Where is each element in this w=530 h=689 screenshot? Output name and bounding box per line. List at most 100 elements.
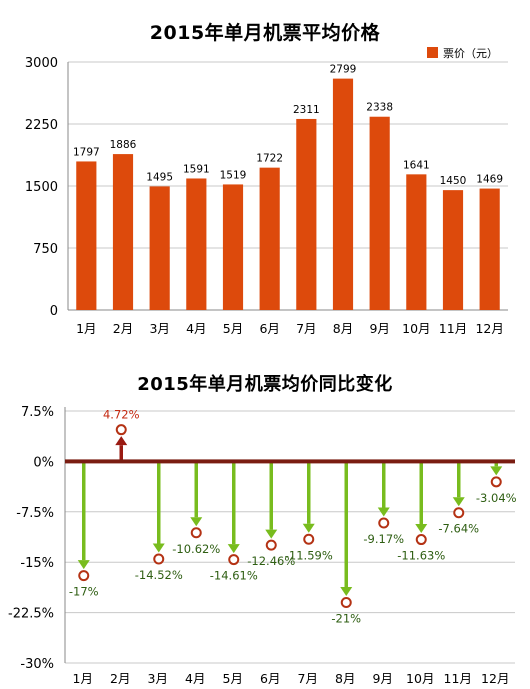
bar-value-label: 2799 — [330, 64, 357, 76]
x-tick-label: 1月 — [73, 671, 93, 686]
bar — [479, 188, 500, 310]
value-label: -11.63% — [397, 549, 445, 563]
y-tick-label: 2250 — [25, 118, 58, 133]
x-tick-label: 5月 — [223, 671, 243, 686]
x-tick-label: 11月 — [444, 671, 472, 686]
zero-baseline — [65, 459, 515, 464]
down-arrow-head — [302, 523, 315, 533]
value-marker — [415, 534, 427, 546]
change-chart-title: 2015年单月机票均价同比变化 — [137, 374, 393, 395]
down-arrow-head — [265, 529, 278, 539]
x-tick-label: 2月 — [110, 671, 130, 686]
bar-value-label: 1450 — [440, 175, 467, 187]
value-marker — [303, 533, 315, 545]
value-label: -17% — [69, 585, 99, 599]
value-label: -10.62% — [172, 542, 220, 556]
value-label: 4.72% — [103, 408, 140, 422]
x-tick-label: 8月 — [333, 321, 353, 336]
y-tick-label: -7.5% — [16, 506, 54, 521]
x-tick-label: 12月 — [475, 321, 503, 336]
down-arrow-head — [490, 466, 503, 476]
value-label: -14.52% — [135, 568, 183, 582]
value-label: -11.59% — [285, 548, 333, 562]
value-label: -7.64% — [438, 522, 479, 536]
bar — [112, 154, 134, 310]
bar-value-label: 1519 — [220, 169, 247, 181]
y-tick-label: 1500 — [25, 180, 58, 195]
value-marker — [265, 539, 277, 551]
y-tick-label: 0 — [50, 304, 58, 319]
x-tick-label: 1月 — [76, 321, 96, 336]
down-arrow-head — [77, 560, 90, 570]
value-marker — [453, 507, 465, 519]
bar — [296, 118, 317, 310]
bar-value-label: 1886 — [110, 139, 137, 151]
x-tick-label: 4月 — [185, 671, 205, 686]
bar — [332, 78, 354, 310]
y-tick-label: 7.5% — [21, 405, 54, 420]
up-arrow-head — [115, 436, 128, 446]
down-arrow-head — [152, 543, 165, 553]
bar-value-label: 1641 — [403, 159, 430, 171]
bar — [186, 178, 207, 310]
down-arrow-head — [227, 544, 240, 554]
value-marker — [153, 553, 165, 565]
x-tick-label: 11月 — [439, 321, 467, 336]
x-tick-label: 3月 — [148, 671, 168, 686]
x-tick-label: 2月 — [113, 321, 133, 336]
x-tick-label: 7月 — [296, 321, 316, 336]
value-label: -3.04% — [476, 491, 517, 505]
value-label: -21% — [331, 612, 361, 626]
x-tick-label: 12月 — [481, 671, 509, 686]
bar — [76, 161, 97, 310]
y-tick-label: 3000 — [25, 56, 58, 71]
bar-value-label: 1469 — [476, 174, 503, 186]
down-arrow-head — [452, 497, 465, 507]
x-tick-label: 9月 — [373, 671, 393, 686]
bar-value-label: 1591 — [183, 163, 210, 175]
bar — [406, 174, 427, 310]
x-tick-label: 10月 — [402, 321, 430, 336]
legend-swatch — [427, 47, 438, 58]
down-arrow-head — [415, 524, 428, 534]
bar-value-label: 2311 — [293, 104, 320, 116]
bar — [222, 184, 244, 310]
value-label: -14.61% — [210, 569, 258, 583]
y-tick-label: -30% — [20, 657, 54, 672]
bar — [259, 167, 280, 310]
x-tick-label: 8月 — [335, 671, 355, 686]
bar — [442, 190, 464, 310]
y-tick-label: -15% — [20, 556, 54, 571]
x-tick-label: 5月 — [223, 321, 243, 336]
y-tick-label: 0% — [33, 455, 54, 470]
value-marker — [115, 424, 127, 436]
value-marker — [490, 476, 502, 488]
x-tick-label: 10月 — [406, 671, 434, 686]
legend-label: 票价（元） — [443, 47, 498, 60]
bar-value-label: 1495 — [146, 171, 173, 183]
value-marker — [340, 597, 352, 609]
down-arrow-head — [190, 517, 203, 527]
bar — [369, 116, 390, 310]
down-arrow-head — [377, 507, 390, 517]
y-tick-label: -22.5% — [8, 607, 54, 622]
bar — [149, 186, 170, 310]
x-tick-label: 6月 — [260, 671, 280, 686]
bar-value-label: 1797 — [73, 146, 100, 158]
value-marker — [78, 570, 90, 582]
x-tick-label: 3月 — [149, 321, 169, 336]
value-label: -12.46% — [247, 554, 295, 568]
x-tick-label: 4月 — [186, 321, 206, 336]
bar-chart-title: 2015年单月机票平均价格 — [149, 22, 381, 44]
bar-value-label: 2338 — [366, 102, 393, 114]
x-tick-label: 7月 — [298, 671, 318, 686]
down-arrow-head — [340, 587, 353, 597]
x-tick-label: 6月 — [259, 321, 279, 336]
value-marker — [378, 517, 390, 529]
y-tick-label: 750 — [33, 242, 58, 257]
value-label: -9.17% — [363, 532, 404, 546]
price-bar-chart: 0 750 1500 2250 3000 1797 1月 1886 2月 1495 3月 1591 4月… — [25, 47, 508, 336]
value-marker — [190, 527, 202, 539]
bar-value-label: 1722 — [256, 153, 283, 165]
value-marker — [228, 554, 240, 566]
